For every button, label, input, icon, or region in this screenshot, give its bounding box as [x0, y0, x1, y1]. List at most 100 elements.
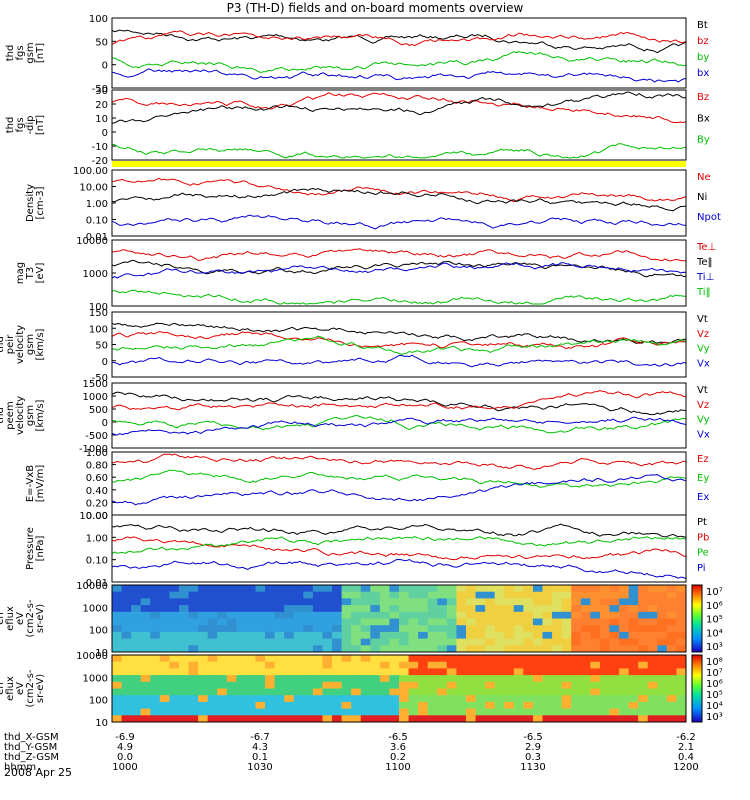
- xtick-label: -6.5: [388, 732, 408, 743]
- spectrogram-cell: [619, 625, 630, 633]
- spectrogram-cell: [159, 598, 170, 606]
- spectrogram-cell: [418, 591, 429, 599]
- spectrogram-cell: [494, 675, 505, 683]
- spectrogram-cell: [351, 715, 362, 723]
- spectrogram-cell: [303, 638, 314, 646]
- spectrogram-cell: [657, 605, 668, 613]
- spectrogram-cell: [513, 618, 524, 626]
- spectrogram-cell: [159, 645, 170, 653]
- spectrogram-cell: [590, 625, 601, 633]
- spectrogram-cell: [647, 695, 658, 703]
- spectrogram-cell: [351, 655, 362, 663]
- spectrogram-cell: [131, 681, 142, 689]
- spectrogram-cell: [312, 631, 323, 640]
- ytick-label: 0: [102, 357, 108, 368]
- spectrogram-cell: [609, 668, 620, 676]
- spectrogram-cell: [188, 585, 199, 593]
- spectrogram-cell: [552, 668, 563, 676]
- ytick-label: 500: [89, 405, 108, 416]
- spectrogram-cell: [389, 585, 400, 593]
- ytick-label: 0.40: [86, 486, 108, 497]
- spectrogram-cell: [140, 618, 151, 626]
- spectrogram-cell: [370, 645, 381, 653]
- spectrogram-cell: [475, 668, 486, 676]
- spectrogram-cell: [437, 591, 448, 599]
- panel-efield: 1.00 0.800.60 0.400.20 0.00 E=-VxB[mV/m] Ez Ey…: [25, 448, 709, 522]
- spectrogram-cell: [341, 585, 352, 593]
- spectrogram-cell: [274, 655, 285, 663]
- spectrogram-cell: [465, 675, 477, 683]
- spectrogram-cell: [284, 661, 295, 669]
- spectrogram-cell: [657, 701, 668, 710]
- spectrogram-cell: [188, 715, 199, 723]
- spectrogram-cell: [552, 675, 563, 683]
- spectrogram-cell: [131, 708, 142, 716]
- ytick-label: 0: [102, 61, 108, 72]
- xtick-label: 0.2: [390, 752, 406, 763]
- series-line-Vz: [111, 331, 687, 350]
- series-line-Vt: [111, 322, 686, 344]
- spectrogram-cell: [552, 661, 563, 669]
- spectrogram-cell: [389, 695, 400, 703]
- spectrogram-cell: [418, 631, 429, 640]
- spectrogram-cell: [437, 655, 448, 663]
- spectrogram-cell: [322, 675, 333, 683]
- spectrogram-cell: [590, 618, 601, 626]
- spectrogram-cell: [647, 645, 658, 653]
- spectrogram-cell: [303, 708, 314, 716]
- spectrogram-cell: [198, 591, 209, 599]
- xaxis-row-name: thd_Z-GSM: [4, 752, 59, 763]
- spectrogram-cell: [408, 585, 419, 593]
- spectrogram-cell: [245, 701, 256, 710]
- spectrogram-cell: [150, 611, 161, 619]
- spectrogram-cell: [418, 645, 429, 653]
- spectrogram-cell: [456, 638, 467, 646]
- spectrogram-cell: [542, 645, 553, 653]
- spectrogram-cell: [379, 681, 390, 689]
- spectrogram-cell: [322, 661, 333, 669]
- spectrogram-cell: [207, 585, 218, 593]
- spectrogram-cell: [657, 655, 668, 663]
- spectrogram-cell: [638, 681, 649, 689]
- spectrogram-cell: [475, 625, 486, 633]
- spectrogram-cell: [437, 598, 448, 606]
- legend-label: Pe: [697, 548, 709, 559]
- spectrogram-cell: [571, 688, 582, 696]
- spectrogram-cell: [619, 708, 630, 716]
- spectrogram-cell: [523, 631, 534, 640]
- spectrogram-cell: [284, 708, 295, 716]
- spectrogram-cell: [504, 715, 515, 723]
- spectrogram-cell: [676, 688, 687, 696]
- spectrogram-cell: [619, 645, 630, 653]
- spectrogram-cell: [657, 715, 668, 723]
- spectrogram-cell: [140, 611, 151, 619]
- spectrogram-cell: [341, 618, 352, 626]
- spectrogram-cell: [647, 591, 658, 599]
- spectrogram-cell: [619, 605, 630, 613]
- spectrogram-cell: [217, 598, 228, 606]
- legend-label: Npot: [697, 212, 721, 223]
- spectrogram-cell: [580, 668, 591, 676]
- spectrogram-cell: [140, 715, 151, 723]
- legend-label: Vt: [697, 385, 708, 396]
- spectrogram-cell: [427, 681, 438, 689]
- spectrogram-cell: [437, 631, 448, 640]
- spectrogram-cell: [389, 611, 400, 619]
- spectrogram-cell: [293, 585, 304, 593]
- spectrogram-cell: [159, 605, 170, 613]
- spectrogram-cell: [293, 668, 304, 676]
- series-line-Ne: [111, 177, 687, 203]
- spectrogram-cell: [561, 688, 572, 696]
- spectrogram-cell: [351, 605, 362, 613]
- spectrogram-cell: [523, 675, 534, 683]
- spectrogram-cell: [676, 645, 687, 653]
- spectrogram-cell: [265, 625, 276, 633]
- spectrogram-cell: [293, 638, 304, 646]
- spectrogram-cell: [638, 598, 649, 606]
- spectrogram-cell: [427, 605, 438, 613]
- spectrogram-cell: [140, 695, 151, 703]
- spectrogram-cell: [351, 611, 362, 619]
- spectrogram-cell: [198, 611, 209, 619]
- spectrogram-cell: [590, 585, 601, 593]
- spectrogram-cell: [370, 675, 381, 683]
